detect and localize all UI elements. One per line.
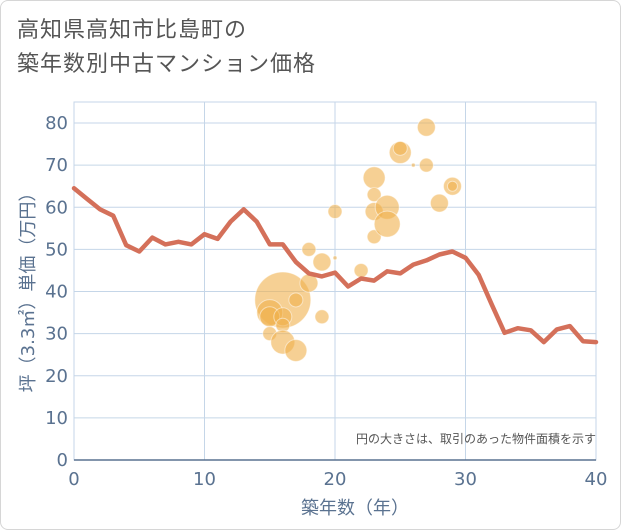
bubble-point (301, 241, 317, 257)
bubble-size-note: 円の大きさは、取引のあった物件面積を示す (356, 431, 596, 446)
y-tick-label: 50 (45, 239, 68, 260)
bubble-point (362, 166, 386, 190)
x-tick-label: 20 (324, 469, 347, 490)
axis-ticks: 0 10 20 30 40 0 10 20 30 40 50 60 70 80 (45, 113, 607, 490)
x-tick-label: 30 (454, 469, 477, 490)
y-tick-label: 10 (45, 408, 68, 429)
average-price-line (71, 186, 599, 345)
bubble-point (446, 180, 458, 192)
y-tick-label: 60 (45, 197, 68, 218)
grid-lines (73, 101, 597, 461)
y-tick-label: 30 (45, 324, 68, 345)
bubble-point (366, 187, 382, 203)
bubble-point (327, 204, 343, 220)
bubble-point (410, 162, 416, 168)
bubble-point (429, 193, 449, 213)
y-axis-label: 坪（3.3㎡）単価（万円） (17, 184, 39, 393)
y-tick-label: 40 (45, 282, 68, 303)
x-tick-label: 0 (68, 469, 79, 490)
bubble-point (373, 210, 401, 238)
bubble-point (353, 262, 369, 278)
bubble-point (284, 338, 308, 362)
y-tick-label: 80 (45, 113, 68, 134)
chart-title: 高知県高知市比島町の 築年数別中古マンション価格 (17, 14, 316, 82)
x-tick-label: 10 (193, 469, 216, 490)
average-line-series (71, 186, 599, 345)
bubble-point (418, 157, 434, 173)
y-tick-label: 70 (45, 155, 68, 176)
bubble-point (332, 255, 338, 261)
x-axis-label: 築年数（年） (301, 498, 409, 519)
y-tick-label: 0 (57, 450, 68, 471)
y-tick-label: 20 (45, 366, 68, 387)
chart-title-line-2: 築年数別中古マンション価格 (17, 52, 317, 77)
bubble-series (254, 117, 462, 362)
bubble-point (312, 252, 332, 272)
chart-title-line-1: 高知県高知市比島町の (17, 18, 248, 43)
bubble-point (392, 140, 408, 156)
x-tick-label: 40 (585, 469, 608, 490)
bubble-point (416, 117, 436, 137)
bubble-point (288, 292, 304, 308)
bubble-point (314, 309, 330, 325)
